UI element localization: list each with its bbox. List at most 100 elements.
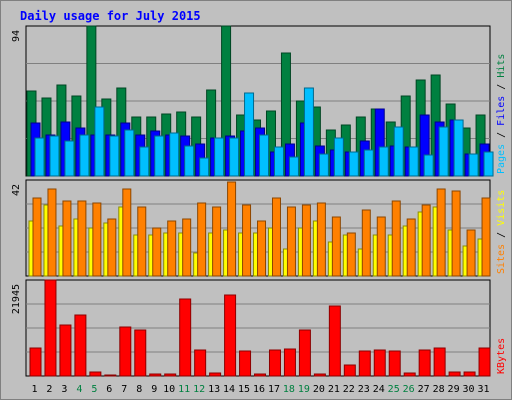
x-tick-label: 11 <box>178 384 190 395</box>
bar-sites-day-18 <box>286 206 296 277</box>
x-tick-label: 28 <box>433 384 445 395</box>
panel-legend: Sites / Visits <box>496 190 507 274</box>
bar-sites-day-13 <box>212 206 222 277</box>
bar-sites-day-8 <box>137 206 147 277</box>
legend-separator: / <box>496 226 507 244</box>
bar-kbytes-day-31 <box>478 347 491 377</box>
x-tick-label: 20 <box>313 384 325 395</box>
x-tick-label: 27 <box>418 384 430 395</box>
bar-kbytes-day-26 <box>403 372 416 377</box>
series-kbytes <box>29 279 491 377</box>
bar-pages-day-22 <box>348 151 359 177</box>
bar-sites-day-26 <box>406 218 416 277</box>
bar-pages-day-14 <box>229 137 240 177</box>
panel-hits: 94 Pages / Files / Hits <box>11 25 507 177</box>
chart-panels: 94 Pages / Files / Hits 42 Sites / Visits 21… <box>11 25 507 377</box>
chart-title: Daily usage for July 2015 <box>20 9 201 23</box>
bar-kbytes-day-25 <box>388 350 401 377</box>
bar-kbytes-day-9 <box>149 373 162 377</box>
legend-separator: / <box>496 78 507 96</box>
bar-sites-day-5 <box>92 202 102 277</box>
bar-sites-day-3 <box>62 200 72 277</box>
bar-pages-day-29 <box>453 119 464 177</box>
bar-pages-day-5 <box>94 106 105 177</box>
bar-pages-day-4 <box>79 134 90 177</box>
bar-pages-day-16 <box>259 134 270 177</box>
x-axis: 1 2 3 4 5 6 7 8 9 10 11 12 13 14 15 16 17 18 19 20 21 22 23 24 2… <box>31 384 489 395</box>
legend-visits: Visits <box>496 190 507 226</box>
bar-pages-day-8 <box>139 146 150 177</box>
x-tick-label: 22 <box>343 384 355 395</box>
bar-sites-day-23 <box>361 209 371 277</box>
x-tick-label: 14 <box>223 384 235 395</box>
bar-kbytes-day-16 <box>254 373 267 377</box>
x-tick-label: 17 <box>268 384 280 395</box>
legend-files: Files <box>496 96 507 126</box>
legend-separator: / <box>496 126 507 144</box>
bar-kbytes-day-4 <box>74 314 87 377</box>
bar-pages-day-15 <box>244 92 255 177</box>
x-tick-label: 30 <box>463 384 475 395</box>
x-tick-label: 23 <box>358 384 370 395</box>
bar-sites-day-27 <box>421 204 431 277</box>
bar-sites-day-30 <box>466 229 476 277</box>
bar-sites-day-21 <box>331 216 341 277</box>
x-tick-label: 31 <box>477 384 489 395</box>
x-tick-label: 8 <box>136 384 142 395</box>
bar-sites-day-19 <box>301 204 311 277</box>
bar-pages-day-2 <box>49 135 60 177</box>
bar-pages-day-13 <box>214 137 225 177</box>
series-pages <box>34 87 494 177</box>
bar-sites-day-17 <box>271 197 281 277</box>
bar-sites-day-31 <box>481 197 491 277</box>
bar-sites-day-12 <box>197 202 207 277</box>
x-tick-label: 4 <box>76 384 82 395</box>
bar-pages-day-24 <box>378 146 389 177</box>
panel-max-label: 21945 <box>11 284 22 314</box>
bar-pages-day-1 <box>34 137 45 177</box>
bar-kbytes-day-5 <box>89 371 102 377</box>
x-tick-label: 25 <box>388 384 400 395</box>
panel-kbytes: 21945 KBytes <box>11 279 507 377</box>
x-tick-label: 7 <box>121 384 127 395</box>
bar-kbytes-day-28 <box>433 347 446 377</box>
legend-pages: Pages <box>496 144 507 174</box>
bar-kbytes-day-13 <box>209 372 222 377</box>
bar-pages-day-28 <box>438 126 449 177</box>
bar-sites-day-9 <box>152 227 162 277</box>
x-tick-label: 2 <box>46 384 52 395</box>
bar-kbytes-day-30 <box>463 371 476 377</box>
x-tick-label: 6 <box>106 384 112 395</box>
x-tick-label: 5 <box>91 384 97 395</box>
bar-pages-day-27 <box>423 154 434 177</box>
bar-sites-day-15 <box>242 204 252 277</box>
x-tick-label: 9 <box>151 384 157 395</box>
bar-kbytes-day-14 <box>224 294 237 377</box>
legend-hits: Hits <box>496 54 507 78</box>
bar-pages-day-9 <box>154 135 165 177</box>
bar-kbytes-day-23 <box>358 350 371 377</box>
bar-kbytes-day-19 <box>298 329 311 377</box>
bar-kbytes-day-20 <box>313 373 326 377</box>
x-tick-label: 3 <box>61 384 67 395</box>
bar-sites-day-28 <box>436 188 446 277</box>
bar-kbytes-day-3 <box>59 324 72 377</box>
bar-pages-day-10 <box>169 132 180 177</box>
panel-legend: KBytes <box>496 338 507 374</box>
x-tick-label: 19 <box>298 384 310 395</box>
panel-max-label: 94 <box>11 30 22 42</box>
x-tick-label: 13 <box>208 384 220 395</box>
bar-kbytes-day-27 <box>418 349 431 377</box>
bar-sites-day-25 <box>391 200 401 277</box>
bar-kbytes-day-18 <box>283 348 296 377</box>
series-sites <box>32 181 491 277</box>
bar-pages-day-21 <box>333 137 344 177</box>
bar-sites-day-6 <box>107 218 117 277</box>
bar-kbytes-day-21 <box>328 305 341 377</box>
bar-kbytes-day-15 <box>239 350 252 377</box>
panel-max-label: 42 <box>11 184 22 196</box>
bar-sites-day-24 <box>376 216 386 277</box>
bar-kbytes-day-7 <box>119 326 132 377</box>
bar-kbytes-day-8 <box>134 329 147 377</box>
